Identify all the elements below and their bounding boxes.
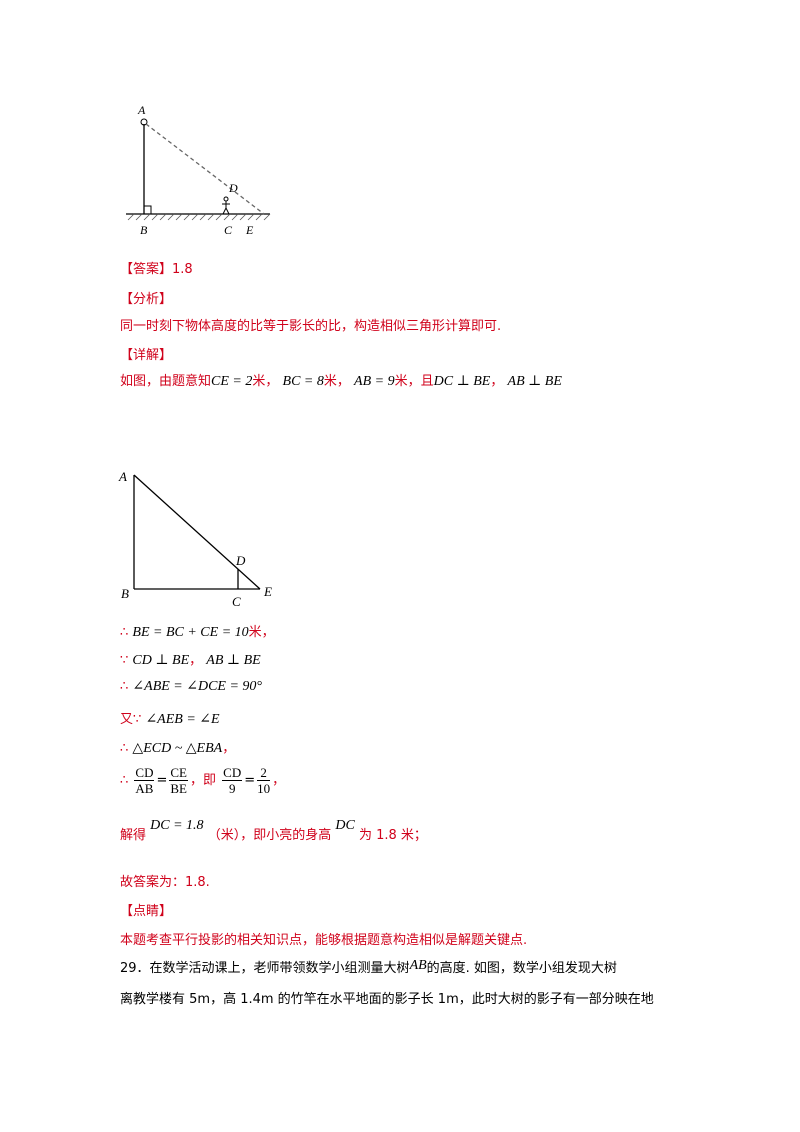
fig2-label-b: B — [121, 586, 129, 601]
math-dc-perp: DC ⊥ BE — [433, 374, 491, 389]
equals-1: = — [156, 773, 168, 788]
detail-tag: 【详解】 — [120, 348, 173, 363]
proof-line-5: ∴ △ECD ~ △EBA， — [120, 737, 235, 757]
solve-line: 解得 DC = 1.8 （米），即小亮的身高 DC 为 1.8 米； — [120, 818, 427, 843]
line1-unit: 米， — [248, 625, 275, 640]
also-word: 又 — [120, 712, 134, 727]
fraction-cd-9: CD 9 — [222, 765, 243, 796]
solve-prefix: 解得 — [120, 828, 147, 843]
because-symbol: ∵ — [120, 653, 129, 668]
math-angle-e: ∠AEB = ∠E — [145, 712, 220, 727]
comment-text: 本题考查平行投影的相关知识点，能够根据题意构造相似是解题关键点. — [120, 933, 528, 948]
math-bc: BC = 8 — [282, 374, 324, 389]
math-ab-perp-2: AB ⊥ BE — [206, 653, 261, 668]
line2-sep: ， — [189, 653, 203, 668]
unit-3: 米 — [394, 374, 408, 389]
math-ab: AB = 9 — [354, 374, 395, 389]
analysis-text: 同一时刻下物体高度的比等于影长的比，构造相似三角形计算即可. — [120, 319, 502, 334]
math-dc-value: DC = 1.8 — [150, 818, 204, 833]
proof-line-2: ∵ CD ⊥ BE， AB ⊥ BE — [120, 649, 261, 669]
proof-line-1: ∴ BE = BC + CE = 10米， — [120, 621, 275, 641]
therefore-symbol: ∴ — [120, 741, 129, 756]
detail-intro: 如图，由题意知 — [120, 374, 212, 389]
answer-tag: 【答案】 — [120, 262, 173, 277]
proof-line-6: ∴ CD AB = CE BE ，即 CD 9 = 2 10， — [120, 765, 285, 796]
proof-tail: ， — [272, 773, 286, 788]
sep-3: ， — [490, 374, 504, 389]
sep-1: ， — [265, 374, 279, 389]
detail-and: ，且 — [407, 374, 434, 389]
question-29-line-1: 29．在数学活动课上，老师带领数学小组测量大树AB的高度. 如图，数学小组发现大… — [120, 957, 617, 976]
answer-value: 1.8 — [172, 262, 193, 277]
detail-intro-line: 如图，由题意知CE = 2米， BC = 8米， AB = 9米，且DC ⊥ B… — [120, 370, 562, 390]
fig1-label-d: D — [228, 181, 238, 195]
solve-mid: （米），即小亮的身高 — [207, 828, 332, 843]
sep-2: ， — [336, 374, 350, 389]
comment-tag: 【点睛】 — [120, 904, 173, 919]
unit-1: 米 — [252, 374, 266, 389]
question-number: 29． — [120, 961, 150, 976]
analysis-tag: 【分析】 — [120, 292, 173, 307]
math-dc: DC — [335, 818, 355, 833]
unit-2: 米 — [323, 374, 337, 389]
question-29-line-2: 离教学楼有 5m，高 1.4m 的竹竿在水平地面的影子长 1m，此时大树的影子有… — [120, 992, 654, 1007]
therefore-symbol: ∴ — [120, 679, 129, 694]
question-text-a: 在数学活动课上，老师带领数学小组测量大树 — [149, 961, 410, 976]
math-ce: CE = 2 — [211, 374, 253, 389]
proof-line-3: ∴ ∠ABE = ∠DCE = 90° — [120, 678, 262, 695]
therefore-symbol: ∴ — [120, 773, 129, 788]
line5-tail: ， — [222, 741, 236, 756]
because-symbol: ∵ — [133, 712, 142, 727]
question-text-b: 的高度. 如图，数学小组发现大树 — [426, 961, 617, 976]
math-cd-perp: CD ⊥ BE — [132, 653, 190, 668]
math-similar: △ECD ~ △EBA — [132, 741, 223, 756]
answer-line: 【答案】1.8 — [120, 258, 193, 277]
math-be-sum: BE = BC + CE = 10 — [132, 625, 249, 640]
final-answer: 故答案为：1.8. — [120, 875, 210, 890]
equals-2: = — [244, 773, 256, 788]
fraction-ce-be: CE BE — [169, 765, 189, 796]
proof-mid: ，即 — [190, 773, 217, 788]
math-right-angles: ∠ABE = ∠DCE = 90° — [132, 679, 263, 694]
math-ab-tree: AB — [409, 958, 427, 973]
fig1-label-c: C — [224, 223, 233, 237]
figure-1-shadow-diagram: A D B C E — [126, 103, 271, 237]
fraction-2-10: 2 10 — [257, 765, 271, 796]
fig1-label-a: A — [137, 103, 146, 117]
fraction-cd-ab: CD AB — [134, 765, 155, 796]
math-ab-perp: AB ⊥ BE — [507, 374, 562, 389]
solve-suffix: 为 1.8 米； — [358, 828, 427, 843]
figure-2-triangle: A D B C E — [118, 469, 272, 609]
fig1-label-b: B — [140, 223, 148, 237]
fig2-label-a: A — [118, 469, 127, 484]
fig2-label-e: E — [263, 584, 272, 599]
fig2-label-d: D — [235, 553, 246, 568]
fig2-label-c: C — [232, 594, 241, 609]
therefore-symbol: ∴ — [120, 625, 129, 640]
proof-line-4: 又∵ ∠AEB = ∠E — [120, 708, 220, 728]
fig1-label-e: E — [245, 223, 254, 237]
